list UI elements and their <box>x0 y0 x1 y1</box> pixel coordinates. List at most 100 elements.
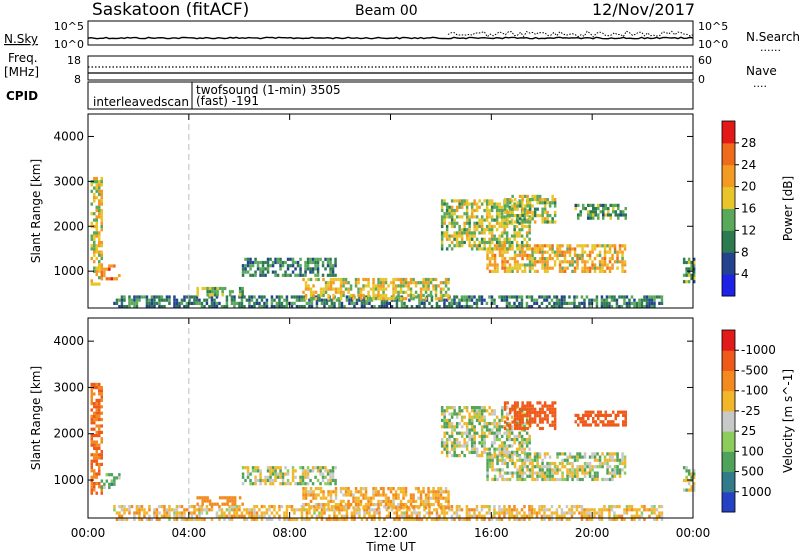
echo-cell <box>533 477 537 482</box>
echo-cell <box>100 453 103 457</box>
echo-cell <box>382 290 385 294</box>
echo-cell <box>498 454 501 458</box>
echo-cell <box>475 228 479 232</box>
echo-cell <box>546 468 549 472</box>
echo-cell <box>319 469 322 473</box>
echo-cell <box>312 293 315 298</box>
echo-cell <box>93 453 96 457</box>
echo-cell <box>613 458 617 462</box>
echo-cell <box>551 217 554 221</box>
echo-cell <box>604 417 607 421</box>
echo-cell <box>518 231 521 235</box>
echo-cell <box>443 434 446 438</box>
echo-cell <box>334 503 338 507</box>
echo-cell <box>201 496 204 500</box>
echo-cell <box>625 305 629 309</box>
echo-cell <box>523 212 526 216</box>
echo-cell <box>143 508 146 512</box>
echo-cell <box>268 505 271 509</box>
echo-cell <box>93 418 96 422</box>
echo-cell <box>417 293 420 298</box>
echo-cell <box>521 207 524 211</box>
echo-cell <box>658 514 661 518</box>
echo-cell <box>483 409 486 413</box>
y-axis-label: Slant Range [km] <box>29 366 43 470</box>
echo-cell <box>354 277 358 282</box>
echo-cell <box>188 298 191 302</box>
echo-cell <box>241 293 244 297</box>
echo-cell <box>592 207 595 211</box>
echo-cell <box>570 301 574 305</box>
echo-cell <box>443 508 446 512</box>
echo-cell <box>465 511 469 515</box>
echo-cell <box>254 273 257 277</box>
echo-cell <box>445 208 449 213</box>
echo-cell <box>259 469 262 473</box>
echo-cell <box>195 517 199 521</box>
echo-cell <box>541 257 544 261</box>
echo-cell <box>645 295 649 299</box>
echo-cell <box>692 469 696 473</box>
echo-cell <box>100 228 103 232</box>
echo-cell <box>518 253 522 257</box>
echo-cell <box>498 208 501 213</box>
echo-cell <box>387 499 390 503</box>
echo-cell <box>427 496 430 500</box>
echo-cell <box>633 298 636 302</box>
echo-cell <box>445 422 449 426</box>
y-tick-label: 2000 <box>53 219 84 233</box>
echo-cell <box>528 407 532 411</box>
echo-cell <box>455 208 459 213</box>
echo-cell <box>588 468 592 472</box>
echo-cell <box>526 474 529 478</box>
echo-cell <box>193 508 196 512</box>
echo-cell <box>503 508 506 512</box>
echo-cell <box>521 417 524 421</box>
echo-cell <box>470 237 474 241</box>
echo-cell <box>601 260 604 264</box>
echo-cell <box>349 493 353 497</box>
echo-cell <box>419 490 423 494</box>
station-title: Saskatoon (fitACF) <box>92 0 249 20</box>
echo-cell <box>660 298 664 302</box>
echo-cell <box>558 452 562 456</box>
echo-cell <box>583 266 587 270</box>
echo-cell <box>491 253 494 257</box>
echo-cell <box>621 468 624 472</box>
echo-cell <box>475 202 479 206</box>
echo-cell <box>505 406 509 410</box>
echo-cell <box>400 295 404 299</box>
echo-cell <box>238 305 241 309</box>
echo-cell <box>314 487 318 491</box>
echo-cell <box>140 295 144 299</box>
echo-region <box>503 401 557 431</box>
echo-cell <box>613 260 617 264</box>
echo-cell <box>463 406 466 410</box>
echo-cell <box>266 264 270 268</box>
echo-cell <box>168 301 171 305</box>
echo-cell <box>308 301 311 305</box>
echo-cell <box>553 471 557 475</box>
colorbar-tick-label: 24 <box>741 158 756 172</box>
echo-cell <box>383 517 386 521</box>
echo-cell <box>526 465 529 469</box>
echo-cell <box>503 505 506 509</box>
echo-cell <box>281 260 285 265</box>
echo-cell <box>485 199 489 203</box>
echo-cell <box>533 210 537 214</box>
echo-cell <box>445 447 449 451</box>
echo-cell <box>93 260 96 264</box>
echo-cell <box>422 503 425 507</box>
echo-cell <box>289 257 292 261</box>
echo-cell <box>658 295 661 299</box>
echo-cell <box>468 228 471 232</box>
echo-cell <box>263 505 266 509</box>
echo-cell <box>480 224 484 229</box>
echo-cell <box>598 465 602 469</box>
echo-cell <box>475 505 479 509</box>
echo-cell <box>490 215 494 219</box>
echo-cell <box>535 514 539 518</box>
echo-cell <box>195 508 199 512</box>
echo-cell <box>503 426 507 431</box>
echo-cell <box>465 237 469 241</box>
